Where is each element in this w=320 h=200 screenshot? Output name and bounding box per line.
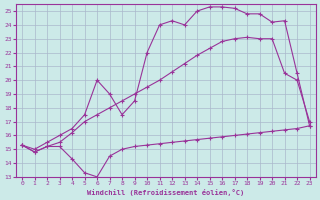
X-axis label: Windchill (Refroidissement éolien,°C): Windchill (Refroidissement éolien,°C) — [87, 189, 244, 196]
